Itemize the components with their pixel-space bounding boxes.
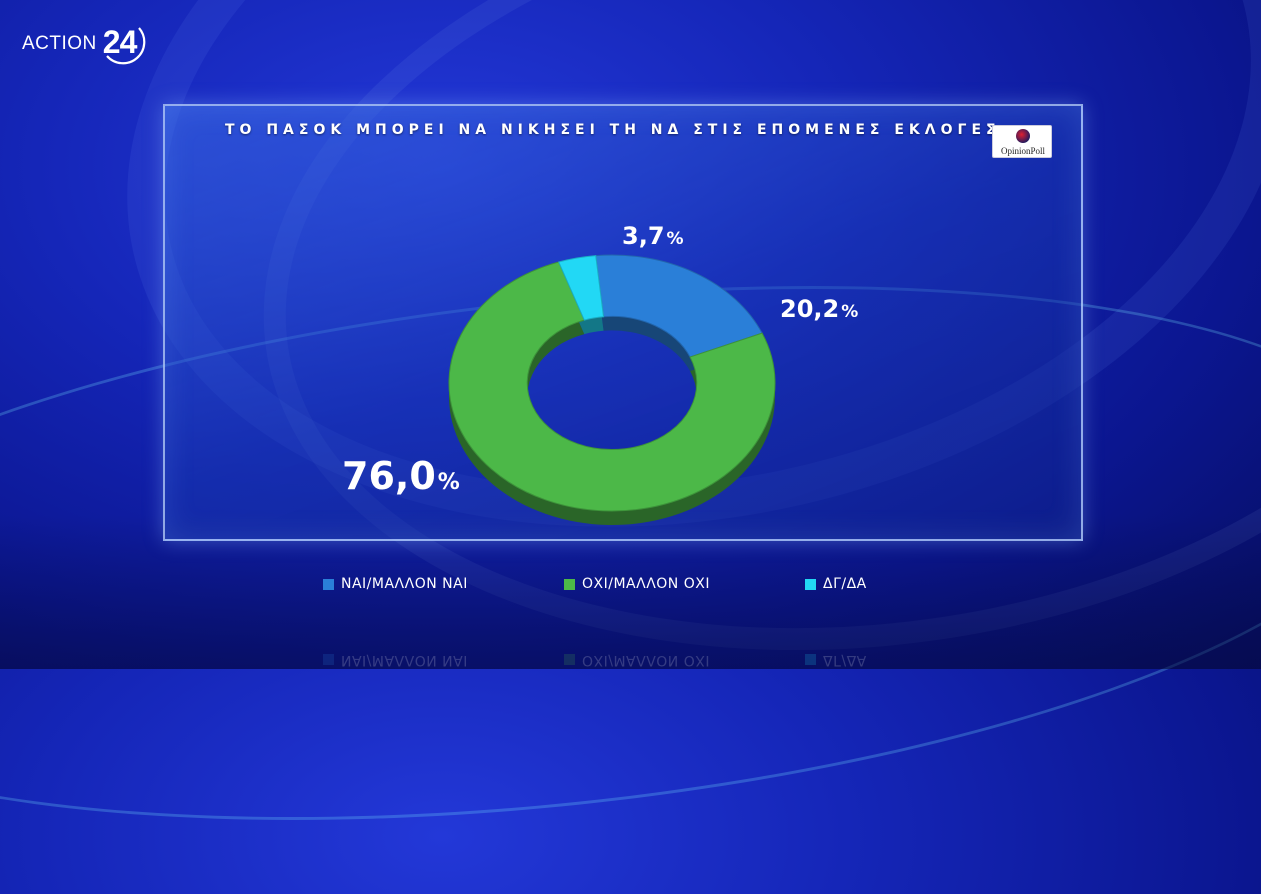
chart-title: ΤΟ ΠΑΣΟΚ ΜΠΟΡΕΙ ΝΑ ΝΙΚΗΣΕΙ ΤΗ ΝΔ ΣΤΙΣ ΕΠ… xyxy=(225,122,1012,138)
legend-item-3: ΔΓ/ΔΑ xyxy=(805,576,867,592)
logo-number-text: 24 xyxy=(102,24,138,60)
legend-swatch-1 xyxy=(323,654,334,666)
legend-label-2: ΟΧΙ/ΜΑΛΛΟΝ ΟΧΙ xyxy=(582,652,710,668)
opinion-poll-logo-icon xyxy=(1016,129,1030,143)
data-label-3: 3,7% xyxy=(622,222,684,250)
legend-swatch-1 xyxy=(323,578,334,590)
legend-item-1: ΝΑΙ/ΜΑΛΛΟΝ ΝΑΙ xyxy=(323,652,468,668)
legend-label-1: ΝΑΙ/ΜΑΛΛΟΝ ΝΑΙ xyxy=(341,652,468,668)
donut-chart: 20,2 % 76,0% 3,7% xyxy=(342,222,858,525)
channel-logo: ACTION 24 xyxy=(22,22,149,66)
slice-3 xyxy=(558,255,605,321)
data-label-2: 76,0% xyxy=(342,454,460,498)
opinion-poll-badge: OpinionPoll xyxy=(992,125,1052,158)
legend-item-1: ΝΑΙ/ΜΑΛΛΟΝ ΝΑΙ xyxy=(323,576,468,592)
legend-label-3: ΔΓ/ΔΑ xyxy=(823,652,867,668)
legend-label-1: ΝΑΙ/ΜΑΛΛΟΝ ΝΑΙ xyxy=(341,576,468,592)
legend-item-3: ΔΓ/ΔΑ xyxy=(805,652,867,668)
legend-swatch-2 xyxy=(564,654,575,666)
legend-swatch-2 xyxy=(564,578,575,590)
logo-text: ACTION xyxy=(22,33,97,54)
slice-1 xyxy=(595,254,763,358)
opinion-poll-label: OpinionPoll xyxy=(1000,146,1045,156)
legend-swatch-3 xyxy=(805,654,816,666)
slice-2 xyxy=(448,261,776,512)
legend-item-2: ΟΧΙ/ΜΑΛΛΟΝ ΟΧΙ xyxy=(564,652,710,668)
legend-label-2: ΟΧΙ/ΜΑΛΛΟΝ ΟΧΙ xyxy=(582,576,710,592)
legend: ΝΑΙ/ΜΑΛΛΟΝ ΝΑΙ ΟΧΙ/ΜΑΛΛΟΝ ΟΧΙ ΔΓ/ΔΑ xyxy=(0,576,1261,596)
logo-number: 24 xyxy=(99,22,149,66)
legend-item-2: ΟΧΙ/ΜΑΛΛΟΝ ΟΧΙ xyxy=(564,576,710,592)
data-label-1: 20,2% xyxy=(780,295,858,323)
legend-reflection: ΝΑΙ/ΜΑΛΛΟΝ ΝΑΙ ΟΧΙ/ΜΑΛΛΟΝ ΟΧΙ ΔΓ/ΔΑ xyxy=(0,648,1261,668)
legend-label-3: ΔΓ/ΔΑ xyxy=(823,576,867,592)
legend-swatch-3 xyxy=(805,578,816,590)
